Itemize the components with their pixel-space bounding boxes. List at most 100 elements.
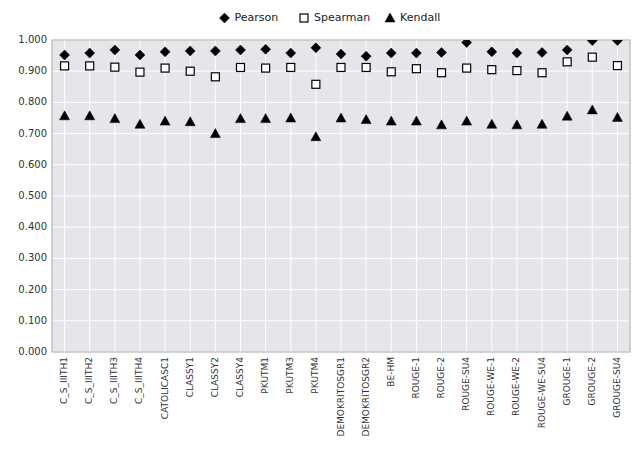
point xyxy=(612,40,622,46)
grid-line xyxy=(64,40,65,352)
grid-line xyxy=(391,40,392,352)
point xyxy=(235,114,245,123)
x-tick-label: CATOLICASC1 xyxy=(160,357,170,419)
x-tick-label: ROUGE-WE-SU4 xyxy=(537,357,547,429)
point xyxy=(235,45,245,55)
grid-line xyxy=(190,40,191,352)
point xyxy=(186,67,194,75)
grid-line xyxy=(215,40,216,352)
plot-frame xyxy=(52,40,630,352)
x-tick-label: ROUGE-2 xyxy=(436,357,446,399)
series xyxy=(60,40,623,61)
x-tick-label: CLASSY2 xyxy=(210,357,220,397)
point xyxy=(563,58,571,66)
point xyxy=(587,40,597,46)
point xyxy=(210,46,220,56)
point xyxy=(85,48,95,58)
point xyxy=(512,48,522,58)
grid-line xyxy=(491,40,492,352)
point xyxy=(236,63,244,71)
x-tick-label: C_S_IIITH3 xyxy=(109,357,119,404)
grid-line xyxy=(366,40,367,352)
legend-label: Kendall xyxy=(400,11,440,24)
point xyxy=(537,47,547,57)
point xyxy=(337,63,345,71)
point xyxy=(361,115,371,124)
point xyxy=(487,47,497,57)
grid-line xyxy=(592,40,593,352)
grid-line xyxy=(265,40,266,352)
point xyxy=(562,45,572,55)
point xyxy=(211,73,219,81)
x-tick-label: CLASSY4 xyxy=(235,357,245,398)
point xyxy=(135,50,145,60)
point xyxy=(311,132,321,141)
point xyxy=(261,114,271,123)
point xyxy=(110,114,120,123)
legend-marker xyxy=(300,14,308,22)
x-tick-label: ROUGE-1 xyxy=(411,357,421,399)
point xyxy=(411,48,421,58)
grid-line xyxy=(416,40,417,352)
grid-line xyxy=(89,40,90,352)
point xyxy=(512,120,522,129)
point xyxy=(85,111,95,120)
point xyxy=(86,62,94,70)
point xyxy=(438,69,446,77)
x-tick-label: DEMOKRITOSGR2 xyxy=(361,357,371,437)
x-tick-label: GROUGE-SU4 xyxy=(612,357,622,418)
y-tick-label: 0.600 xyxy=(18,159,47,170)
y-tick-label: 0.300 xyxy=(18,252,47,263)
legend-label: Pearson xyxy=(235,11,279,24)
point xyxy=(286,113,296,122)
point xyxy=(538,69,546,77)
legend-marker xyxy=(385,13,395,22)
grid-line xyxy=(466,40,467,352)
point xyxy=(386,48,396,58)
x-tick-label: C_S_IIITH4 xyxy=(134,357,144,404)
point xyxy=(562,111,572,120)
point xyxy=(312,80,320,88)
y-tick-label: 0.100 xyxy=(18,315,47,326)
y-tick-label: 0.200 xyxy=(18,284,47,295)
point xyxy=(60,50,70,60)
x-tick-label: PKUTM3 xyxy=(285,357,295,394)
chart-container: 0.0000.1000.2000.3000.4000.5000.6000.700… xyxy=(0,0,640,462)
marks xyxy=(60,40,623,141)
point xyxy=(513,67,521,75)
chart: 0.0000.1000.2000.3000.4000.5000.6000.700… xyxy=(0,0,640,462)
grid-line xyxy=(542,40,543,352)
grid-line xyxy=(441,40,442,352)
point xyxy=(136,68,144,76)
point xyxy=(412,65,420,73)
x-tick-label: ROUGE-WE-2 xyxy=(511,357,521,416)
y-tick-label: 0.400 xyxy=(18,221,47,232)
x-tick-label: PKUTM4 xyxy=(310,357,320,394)
point xyxy=(161,64,169,72)
point xyxy=(311,43,321,53)
point xyxy=(462,40,472,47)
point xyxy=(60,111,70,120)
x-tick-label: BE-HM xyxy=(386,357,396,387)
grid-line xyxy=(114,40,115,352)
x-tick-label: PKUTM1 xyxy=(260,357,270,394)
y-tick-label: 0.000 xyxy=(18,346,47,357)
point xyxy=(160,47,170,57)
legend-label: Spearman xyxy=(314,11,370,24)
x-tick-label: GROUGE-1 xyxy=(562,357,572,406)
point xyxy=(387,68,395,76)
point xyxy=(587,105,597,114)
grid-line xyxy=(516,40,517,352)
grid-line xyxy=(290,40,291,352)
y-tick-label: 0.700 xyxy=(18,128,47,139)
point xyxy=(612,112,622,121)
point xyxy=(588,53,596,61)
point xyxy=(185,46,195,56)
point xyxy=(336,113,346,122)
grid-line xyxy=(341,40,342,352)
point xyxy=(463,64,471,72)
point xyxy=(437,120,447,129)
point xyxy=(110,45,120,55)
point xyxy=(111,63,119,71)
plot-background xyxy=(52,40,630,352)
